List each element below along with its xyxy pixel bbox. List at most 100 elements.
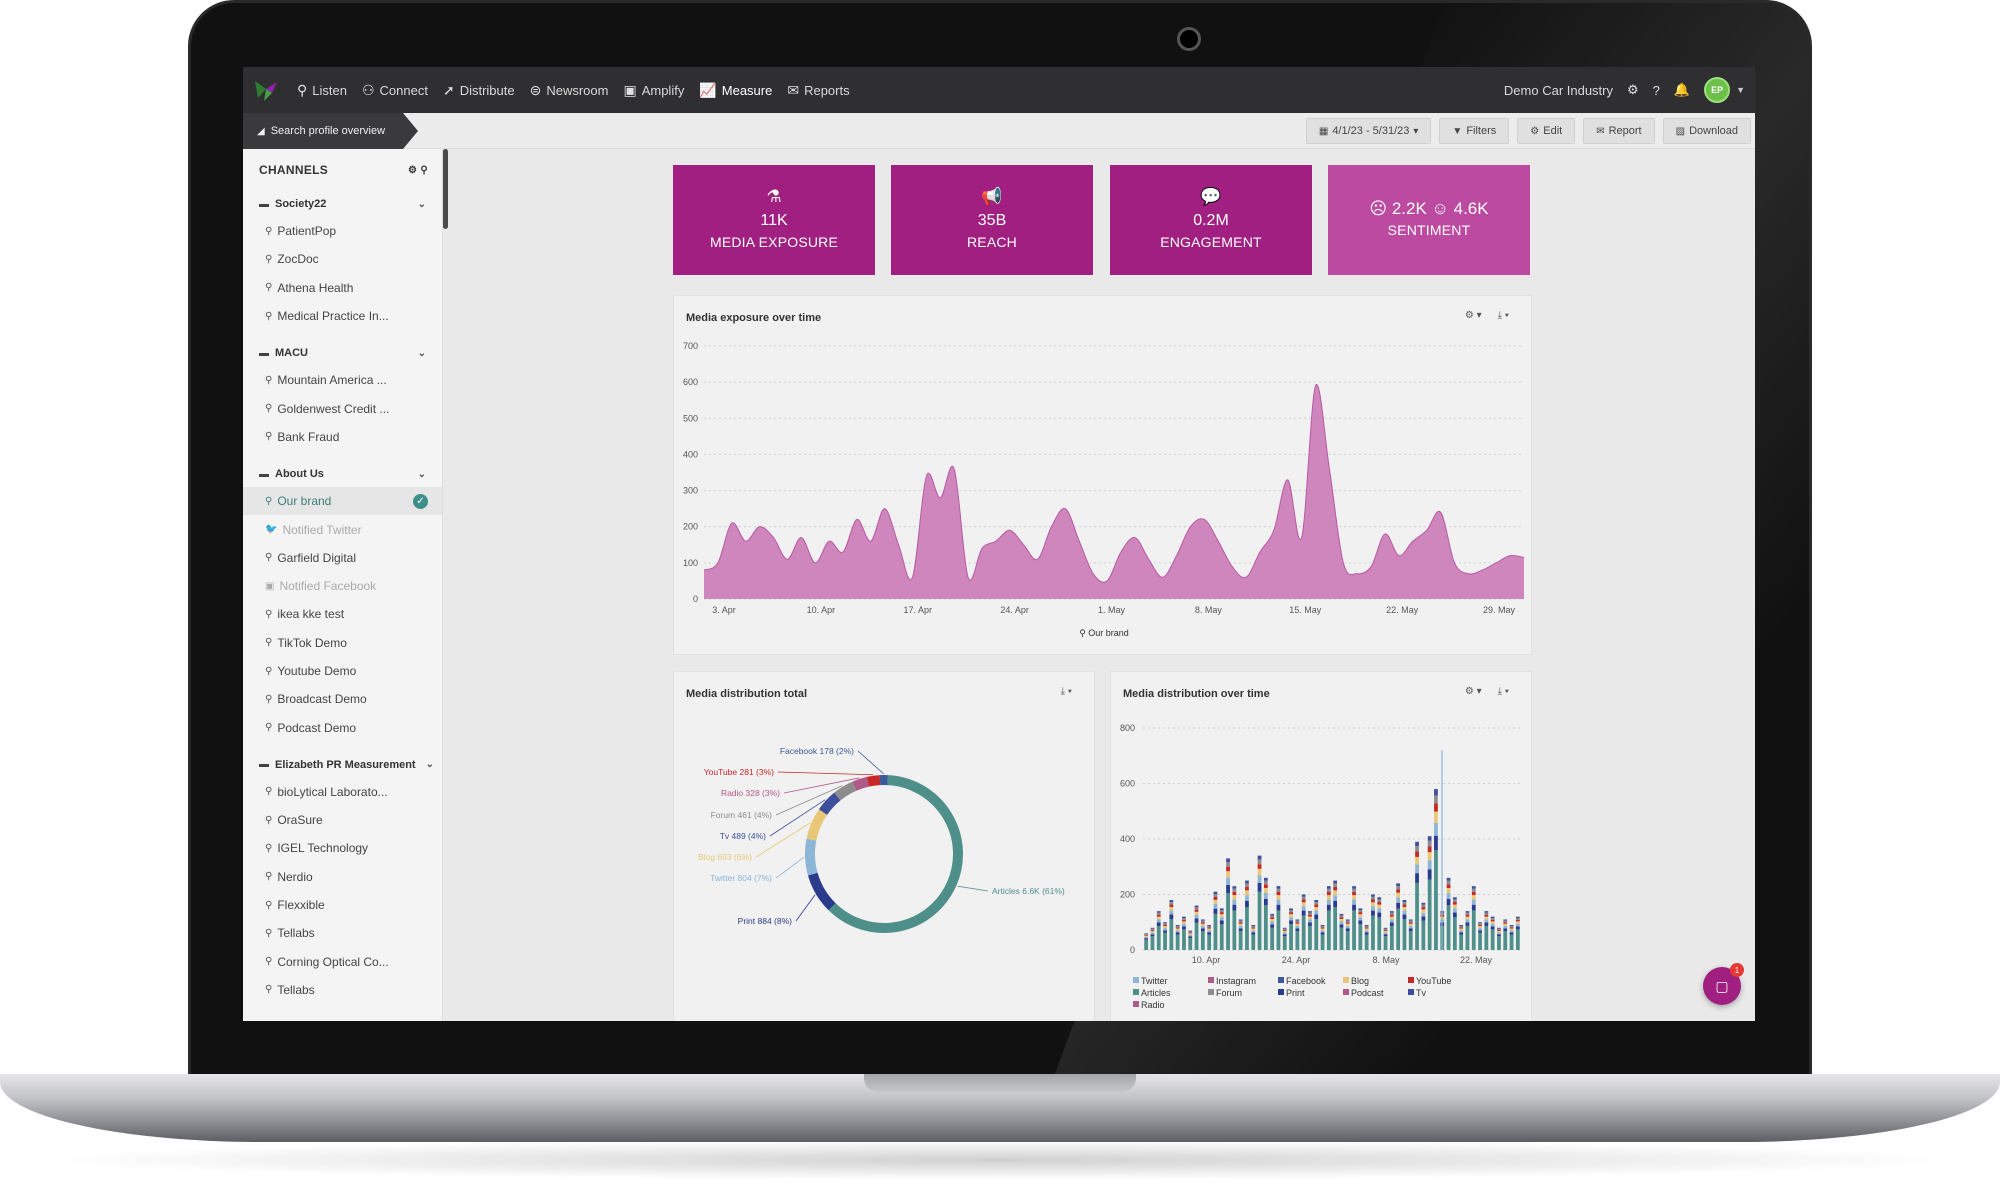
channel-item[interactable]: ⚲ Corning Optical Co...: [265, 954, 389, 969]
channel-item[interactable]: ⚲ Mountain America ...: [265, 373, 387, 388]
bar-segment: [1345, 931, 1350, 950]
channel-item[interactable]: ▣ Notified Facebook: [265, 579, 377, 594]
channel-item[interactable]: ⚲ Broadcast Demo: [265, 692, 367, 707]
channel-item[interactable]: ⚲ Medical Practice In...: [265, 309, 389, 324]
gear-icon[interactable]: ⚙ ▾: [1464, 686, 1482, 697]
bar-segment: [1478, 928, 1482, 931]
channel-item[interactable]: ⚲ Podcast Demo: [265, 720, 357, 735]
kpi-sentiment[interactable]: ☹ 2.2K ☺ 4.6K SENTIMENT: [1328, 165, 1530, 275]
chevron-down-icon[interactable]: ⌄: [417, 198, 426, 210]
gear-icon[interactable]: ⚙: [1627, 82, 1639, 97]
download-icon[interactable]: ⤓ ▾: [1497, 686, 1509, 697]
nav-reports[interactable]: ✉ Reports: [787, 81, 850, 98]
bar-segment: [1515, 916, 1520, 919]
channel-item[interactable]: ⚲ Athena Health: [265, 280, 354, 295]
folder-icon: ▬: [259, 468, 269, 480]
nav-amplify[interactable]: ▣ Amplify: [623, 81, 685, 98]
donut-slice-tv: [818, 792, 841, 816]
channel-group[interactable]: ▬ Elizabeth PR Measurement ⌄: [259, 758, 434, 771]
chevron-down-icon[interactable]: ⌄: [417, 347, 426, 359]
bar-segment: [1207, 932, 1212, 935]
channel-group[interactable]: ▬ Society22 ⌄: [259, 198, 426, 210]
bar-segment: [1245, 890, 1249, 896]
bar-segment: [1459, 927, 1464, 929]
bar-segment: [1446, 893, 1451, 899]
channel-item[interactable]: ⚲ Tellabs: [265, 926, 315, 941]
bar-segment: [1333, 906, 1338, 950]
chevron-down-icon[interactable]: ⌄: [425, 759, 434, 771]
date-range-button[interactable]: ▦ 4/1/23 - 5/31/23 ▾: [1305, 118, 1432, 144]
bar-segment: [1295, 928, 1300, 932]
channel-item[interactable]: 🐦 Notified Twitter: [265, 522, 362, 537]
account-name[interactable]: Demo Car Industry: [1503, 82, 1613, 98]
kpi-engagement[interactable]: 💬 0.2M ENGAGEMENT: [1110, 165, 1312, 275]
channel-item[interactable]: ⚲ TikTok Demo: [265, 635, 347, 650]
nav-listen[interactable]: ⚲ Listen: [297, 81, 347, 98]
channel-group[interactable]: ▬ MACU ⌄: [259, 347, 426, 360]
channel-item[interactable]: ⚲ Nerdio: [265, 869, 313, 884]
bar-segment: [1245, 883, 1249, 887]
legend-swatch: [1408, 989, 1414, 995]
listen-icon: ⚲: [297, 81, 308, 98]
kpi-reach[interactable]: 📢 35B REACH: [891, 165, 1093, 275]
nav-connect[interactable]: ⚇ Connect: [361, 81, 428, 98]
channel-item[interactable]: ⚲ PatientPop: [265, 224, 337, 239]
bar-segment: [1169, 904, 1174, 908]
chevron-down-icon[interactable]: ▼: [1736, 85, 1745, 95]
help-icon[interactable]: ?: [1652, 82, 1660, 98]
bar-segment: [1402, 900, 1407, 903]
channel-item[interactable]: ⚲ Tellabs: [265, 982, 315, 997]
bar-segment: [1452, 912, 1457, 918]
edit-button[interactable]: ⚙ Edit: [1517, 118, 1576, 144]
download-icon[interactable]: ⤓ ▾: [1060, 686, 1072, 697]
search-icon: ⚲: [265, 871, 273, 883]
bar-segment: [1490, 923, 1495, 927]
donut-connector: [769, 799, 826, 837]
gear-icon[interactable]: ⚙ ▾: [1464, 310, 1482, 321]
filters-button[interactable]: ▼ Filters: [1439, 118, 1510, 144]
channel-item[interactable]: ⚲ Youtube Demo: [265, 664, 357, 678]
donut-label-articles: Articles 6.6K (61%): [992, 886, 1065, 896]
download-button[interactable]: ▨ Download: [1662, 118, 1751, 144]
channel-item[interactable]: ⚲ ZocDoc: [265, 252, 319, 267]
bar-segment: [1497, 934, 1501, 937]
breadcrumb[interactable]: ◢ Search profile overview: [243, 113, 418, 149]
download-icon[interactable]: ⤓ ▾: [1497, 310, 1509, 321]
bell-icon[interactable]: 🔔: [1673, 82, 1691, 97]
channel-item[interactable]: ⚲ IGEL Technology: [265, 841, 369, 856]
report-button[interactable]: ✉ Report: [1583, 118, 1655, 144]
legend-swatch: [1343, 989, 1349, 995]
bar-segment: [1301, 910, 1306, 916]
channel-group[interactable]: ▬ About Us ⌄: [259, 468, 426, 481]
y-tick-label: 100: [683, 558, 698, 568]
bar-segment: [1352, 895, 1356, 900]
bar-segment: [1156, 919, 1161, 923]
avatar[interactable]: EP: [1704, 77, 1731, 103]
channel-item[interactable]: ⚲ Garfield Digital: [265, 550, 357, 565]
chevron-down-icon[interactable]: ⌄: [417, 468, 426, 480]
bar-segment: [1389, 911, 1394, 913]
nav-distribute[interactable]: ➚ Distribute: [442, 81, 515, 98]
sidebar-scrollbar[interactable]: [443, 149, 448, 229]
channel-item[interactable]: ⚲ Flexxible: [265, 898, 325, 913]
bar-segment: [1452, 904, 1457, 909]
nav-measure[interactable]: 📈 Measure: [699, 81, 773, 98]
channel-item[interactable]: ⚲ Bank Fraud: [265, 429, 340, 444]
kpi-media-exposure[interactable]: ⚗ 11K MEDIA EXPOSURE: [673, 165, 875, 275]
channel-item[interactable]: ⚲ ikea kke test: [265, 607, 345, 622]
bar-segment: [1396, 902, 1401, 909]
bar-segment: [1314, 900, 1319, 903]
nav-newsroom[interactable]: ⊜ Newsroom: [529, 81, 609, 98]
channel-item[interactable]: ⚲ bioLytical Laborato...: [265, 784, 388, 799]
bar-segment: [1415, 841, 1419, 847]
channel-item[interactable]: ⚲ OraSure: [265, 813, 323, 828]
bar-segment: [1207, 930, 1212, 933]
channel-item[interactable]: ⚲ Goldenwest Credit ...: [265, 401, 390, 416]
search-icon[interactable]: ⚲: [420, 164, 428, 176]
gear-icon[interactable]: ⚙: [408, 164, 418, 176]
bar-segment: [1408, 923, 1413, 926]
bar-segment: [1396, 892, 1401, 898]
channel-item-selected[interactable]: ⚲ Our brand ✓: [243, 487, 442, 516]
app-logo[interactable]: [243, 67, 289, 113]
bar-segment: [1194, 918, 1199, 923]
